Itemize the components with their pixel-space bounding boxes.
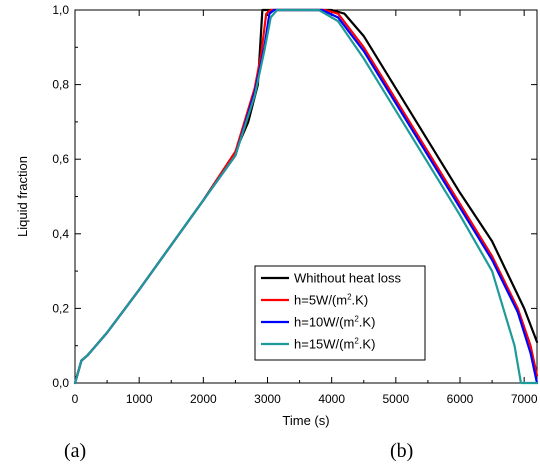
legend-label-2: h=5W/(m2.K) [294, 293, 368, 308]
legend-label-1: Whithout heat loss [294, 271, 401, 286]
legend-label-3: h=10W/(m2.K) [294, 315, 375, 330]
x-tick-label: 5000 [382, 392, 409, 406]
series-line-4 [73, 8, 539, 385]
x-tick-label: 1000 [126, 392, 153, 406]
y-axis-title: Liquid fraction [15, 156, 30, 237]
y-tick-label: 0,0 [52, 376, 69, 390]
x-axis-title: Time (s) [282, 413, 329, 428]
x-tick-label: 4000 [318, 392, 345, 406]
x-tick-label: 0 [72, 392, 79, 406]
y-tick-label: 0,8 [52, 78, 69, 92]
y-tick-label: 0,6 [52, 152, 69, 166]
panel-label-b: (b) [390, 440, 414, 462]
y-tick-label: 1,0 [52, 3, 69, 17]
y-tick-label: 0,2 [52, 301, 69, 315]
x-tick-label: 7000 [511, 392, 538, 406]
legend-label-4: h=15W/(m2.K) [294, 337, 375, 352]
panel-label-a: (a) [64, 440, 87, 462]
y-tick-label: 0,4 [52, 227, 69, 241]
x-tick-label: 3000 [254, 392, 281, 406]
x-tick-label: 2000 [190, 392, 217, 406]
x-tick-label: 6000 [447, 392, 474, 406]
